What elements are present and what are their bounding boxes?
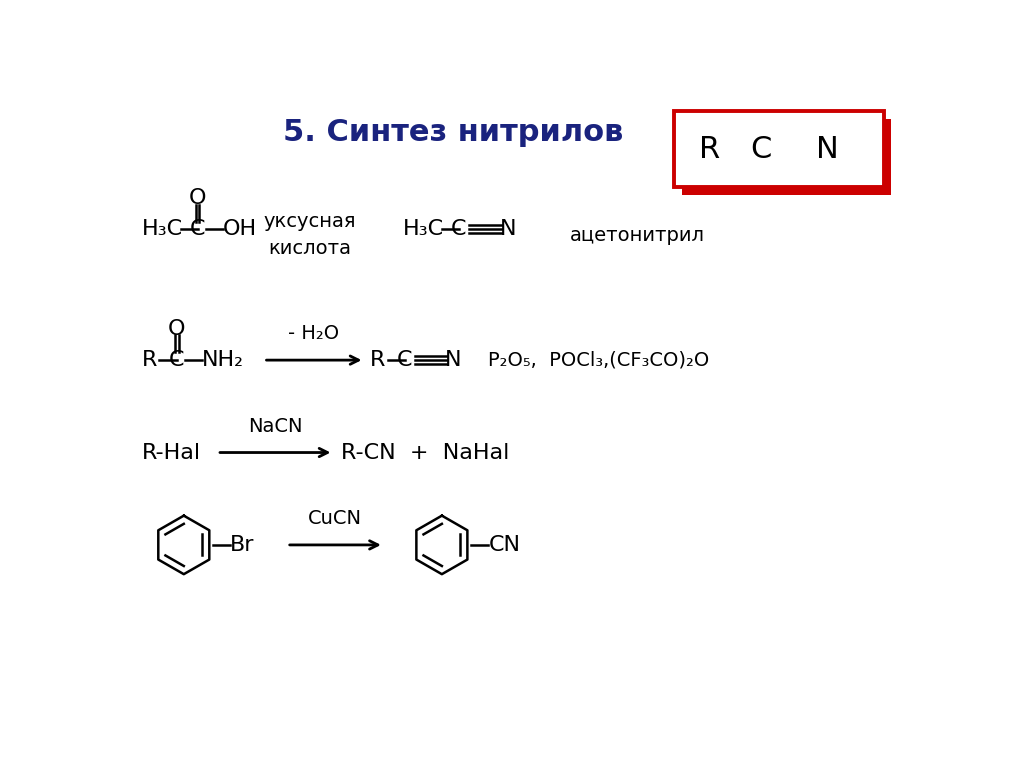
- Text: Br: Br: [230, 535, 255, 555]
- Text: кислота: кислота: [268, 239, 351, 258]
- Text: P₂O₅,  POCl₃,(CF₃CO)₂O: P₂O₅, POCl₃,(CF₃CO)₂O: [488, 351, 710, 369]
- Text: C: C: [751, 134, 772, 164]
- Text: O: O: [189, 188, 207, 208]
- Text: NaCN: NaCN: [248, 416, 302, 435]
- Bar: [675, 111, 884, 187]
- Text: N: N: [816, 134, 839, 164]
- Text: CN: CN: [488, 535, 520, 555]
- Text: C: C: [190, 219, 206, 239]
- Text: - H₂O: - H₂O: [289, 324, 340, 343]
- Text: 5. Синтез нитрилов: 5. Синтез нитрилов: [284, 118, 624, 147]
- Text: C: C: [169, 350, 184, 370]
- Text: C: C: [397, 350, 413, 370]
- Text: уксусная: уксусная: [264, 212, 356, 231]
- Text: C: C: [452, 219, 467, 239]
- Text: O: O: [168, 319, 185, 339]
- Text: CuCN: CuCN: [308, 509, 362, 528]
- Text: ацетонитрил: ацетонитрил: [569, 226, 705, 245]
- Text: R: R: [698, 134, 720, 164]
- Bar: [682, 119, 891, 194]
- Text: NH₂: NH₂: [202, 350, 244, 370]
- Text: R: R: [370, 350, 385, 370]
- Text: N: N: [500, 219, 516, 239]
- Text: R-Hal: R-Hal: [142, 442, 201, 462]
- Text: H₃C: H₃C: [142, 219, 183, 239]
- Text: OH: OH: [222, 219, 257, 239]
- Text: R: R: [142, 350, 158, 370]
- Text: R-CN  +  NaHal: R-CN + NaHal: [341, 442, 510, 462]
- Text: H₃C: H₃C: [403, 219, 444, 239]
- Text: N: N: [445, 350, 462, 370]
